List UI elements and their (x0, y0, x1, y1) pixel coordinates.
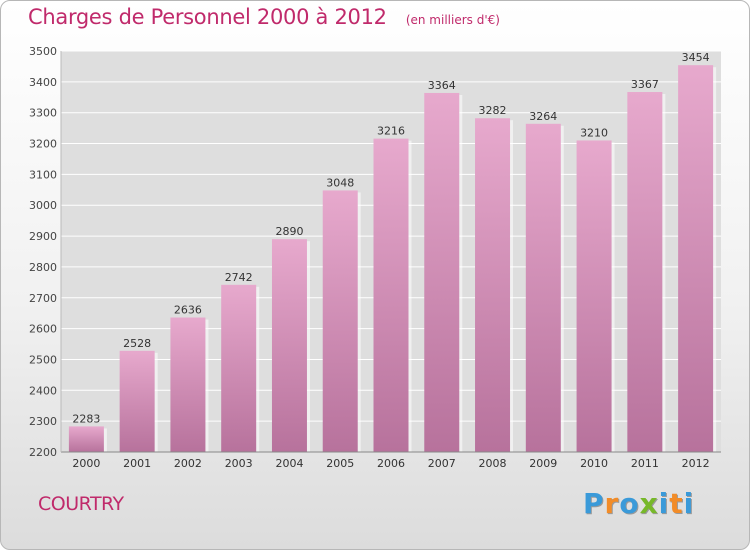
y-tick-label: 2800 (29, 261, 57, 274)
x-tick-label: 2000 (72, 457, 100, 470)
x-tick-label: 2004 (275, 457, 303, 470)
x-tick-label: 2005 (326, 457, 354, 470)
data-label: 2528 (123, 337, 151, 350)
y-tick-label: 2400 (29, 384, 57, 397)
y-tick-label: 2200 (29, 446, 57, 459)
data-label: 3216 (377, 125, 405, 138)
logo-letter: i (658, 487, 670, 520)
x-tick-label: 2003 (225, 457, 253, 470)
data-label: 2742 (225, 271, 253, 284)
data-label: 3454 (682, 51, 710, 64)
data-label: 3367 (631, 78, 659, 91)
x-tick-label: 2012 (682, 457, 710, 470)
logo-letter: r (604, 487, 620, 520)
logo-letter: t (669, 487, 684, 520)
y-tick-label: 2500 (29, 353, 57, 366)
data-label: 2636 (174, 304, 202, 317)
logo-letter: i (683, 487, 695, 520)
bar (525, 123, 561, 452)
bar (119, 350, 155, 452)
data-label: 3264 (529, 110, 557, 123)
x-tick-label: 2008 (479, 457, 507, 470)
y-tick-label: 3300 (29, 107, 57, 120)
commune-name: COURTRY (38, 493, 124, 515)
x-tick-label: 2011 (631, 457, 659, 470)
y-tick-label: 3500 (29, 45, 57, 58)
x-tick-label: 2001 (123, 457, 151, 470)
bar (322, 190, 358, 452)
y-tick-label: 2700 (29, 292, 57, 305)
bar (576, 140, 612, 452)
bar (373, 138, 409, 452)
bar (221, 284, 257, 452)
y-tick-label: 3400 (29, 76, 57, 89)
chart-title-block: Charges de Personnel 2000 à 2012 (en mil… (28, 5, 500, 29)
y-tick-label: 3000 (29, 199, 57, 212)
proxiti-logo[interactable]: Proxiti (583, 487, 694, 520)
bar (68, 426, 104, 452)
x-tick-label: 2009 (529, 457, 557, 470)
bar (424, 92, 460, 452)
x-tick-label: 2006 (377, 457, 405, 470)
chart-subtitle: (en milliers d'€) (405, 13, 500, 27)
logo-letter: x (639, 487, 659, 520)
data-label: 3364 (428, 79, 456, 92)
y-tick-label: 3100 (29, 168, 57, 181)
data-label: 3210 (580, 126, 608, 139)
bar (271, 239, 307, 452)
chart-title: Charges de Personnel 2000 à 2012 (28, 5, 387, 29)
x-tick-label: 2010 (580, 457, 608, 470)
x-tick-label: 2007 (428, 457, 456, 470)
bar (170, 317, 206, 452)
data-label: 3048 (326, 176, 354, 189)
y-tick-label: 3200 (29, 138, 57, 151)
y-tick-label: 2300 (29, 415, 57, 428)
y-tick-label: 2600 (29, 323, 57, 336)
logo-letter: o (619, 487, 640, 520)
data-label: 3282 (479, 104, 507, 117)
data-label: 2890 (275, 225, 303, 238)
bar (627, 92, 663, 452)
bar (475, 118, 511, 452)
y-tick-label: 2900 (29, 230, 57, 243)
bar (678, 65, 714, 452)
logo-letter: P (583, 487, 605, 520)
data-label: 2283 (72, 412, 100, 425)
x-tick-label: 2002 (174, 457, 202, 470)
